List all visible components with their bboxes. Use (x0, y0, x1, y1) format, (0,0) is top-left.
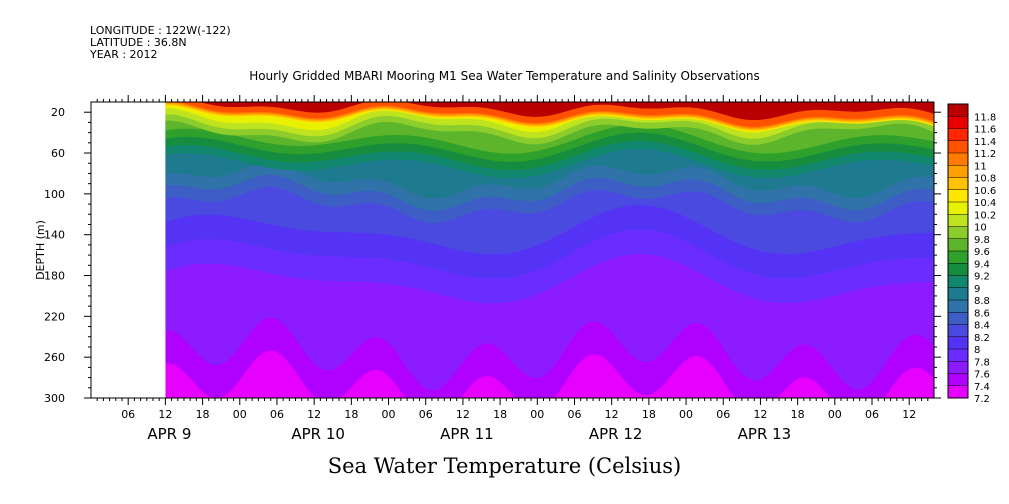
colorbar-label: 11.4 (974, 137, 996, 148)
x-tick-label: 00 (233, 408, 247, 421)
x-date-label: APR 12 (589, 425, 643, 443)
colorbar-swatch (948, 214, 968, 227)
colorbar-swatch (948, 263, 968, 276)
x-axis: 06 12 18 00 06 12 18 00 06 12 18 00 06 12 18 00 06 12 18 00… (96, 95, 929, 443)
y-tick-label: 140 (44, 229, 65, 242)
colorbar-label: 11.6 (974, 125, 996, 136)
colorbar-swatch (948, 361, 968, 374)
colorbar-swatch (948, 373, 968, 386)
y-axis-label: DEPTH (m) (34, 220, 47, 280)
colorbar-label: 10.8 (974, 174, 996, 185)
x-tick-label: 12 (753, 408, 767, 421)
y-tick-label: 180 (44, 270, 65, 283)
x-date-label: APR 9 (147, 425, 191, 443)
no-data-region (91, 102, 166, 398)
colorbar-label: 8.4 (974, 321, 990, 332)
x-tick-label: 00 (679, 408, 693, 421)
y-tick-label: 260 (44, 351, 65, 364)
colorbar-label: 10.6 (974, 186, 996, 197)
x-tick-label: 18 (642, 408, 656, 421)
colorbar-label: 9 (974, 284, 980, 295)
colorbar-label: 7.2 (974, 394, 990, 405)
x-tick-label: 12 (605, 408, 619, 421)
colorbar-label: 8.6 (974, 308, 990, 319)
colorbar-swatch (948, 116, 968, 129)
year-label: YEAR : 2012 (90, 48, 158, 61)
x-date-label: APR 13 (738, 425, 792, 443)
colorbar-label: 10 (974, 223, 987, 234)
y-tick-label: 20 (51, 106, 65, 119)
colorbar-label: 8.8 (974, 296, 990, 307)
y-axis: 20 60 100 140 180 220 260 300 (44, 106, 941, 405)
x-tick-label: 18 (344, 408, 358, 421)
colorbar-label: 7.6 (974, 370, 990, 381)
colorbar-swatch (948, 104, 968, 117)
x-tick-label: 18 (196, 408, 210, 421)
colorbar-label: 8.2 (974, 333, 990, 344)
colorbar-swatch (948, 165, 968, 178)
colorbar-swatch (948, 324, 968, 337)
temperature-field (91, 102, 934, 398)
colorbar-label: 9.4 (974, 259, 990, 270)
colorbar-swatch (948, 189, 968, 202)
colorbar-label: 10.4 (974, 198, 996, 209)
x-tick-label: 18 (791, 408, 805, 421)
colorbar-label: 11 (974, 161, 987, 172)
colorbar-swatch (948, 275, 968, 288)
longitude-label: LONGITUDE : 122W(-122) (90, 24, 231, 37)
y-tick-label: 60 (51, 147, 65, 160)
y-tick-label: 220 (44, 310, 65, 323)
x-tick-label: 12 (307, 408, 321, 421)
colorbar-swatch (948, 385, 968, 398)
colorbar-label: 7.8 (974, 357, 990, 368)
colorbar-swatch (948, 238, 968, 251)
temperature-band-11.8 (165, 102, 934, 120)
x-tick-label: 06 (865, 408, 879, 421)
colorbar-label: 10.2 (974, 210, 996, 221)
colorbar-swatch (948, 251, 968, 264)
colorbar: 7.27.47.67.888.28.48.68.899.29.49.69.810… (947, 103, 996, 405)
x-tick-label: 06 (270, 408, 284, 421)
x-tick-label: 00 (828, 408, 842, 421)
colorbar-swatch (948, 300, 968, 313)
colorbar-swatch (948, 287, 968, 300)
x-tick-label: 12 (158, 408, 172, 421)
colorbar-label: 9.8 (974, 235, 990, 246)
colorbar-swatch (948, 336, 968, 349)
latitude-label: LATITUDE : 36.8N (90, 36, 187, 49)
colorbar-label: 7.4 (974, 382, 990, 393)
colorbar-label: 8 (974, 345, 980, 356)
x-tick-label: 12 (456, 408, 470, 421)
x-tick-label: 06 (567, 408, 581, 421)
x-tick-label: 06 (716, 408, 730, 421)
y-tick-label: 300 (44, 392, 65, 405)
x-axis-label: Sea Water Temperature (Celsius) (327, 454, 682, 478)
x-tick-label: 06 (419, 408, 433, 421)
x-tick-label: 18 (493, 408, 507, 421)
colorbar-label: 9.6 (974, 247, 990, 258)
x-tick-label: 00 (530, 408, 544, 421)
y-tick-label: 100 (44, 188, 65, 201)
colorbar-label: 9.2 (974, 272, 990, 283)
colorbar-swatch (948, 312, 968, 325)
colorbar-swatch (948, 153, 968, 166)
colorbar-swatch (948, 202, 968, 215)
colorbar-swatch (948, 128, 968, 141)
x-tick-label: 12 (902, 408, 916, 421)
colorbar-swatch (948, 226, 968, 239)
x-date-label: APR 10 (291, 425, 345, 443)
colorbar-swatch (948, 349, 968, 362)
chart-title: Hourly Gridded MBARI Mooring M1 Sea Wate… (249, 69, 760, 83)
colorbar-label: 11.2 (974, 149, 996, 160)
colorbar-label: 11.8 (974, 112, 996, 123)
x-tick-label: 06 (121, 408, 135, 421)
x-date-label: APR 11 (440, 425, 494, 443)
x-tick-label: 00 (382, 408, 396, 421)
colorbar-swatch (948, 140, 968, 153)
colorbar-swatch (948, 177, 968, 190)
